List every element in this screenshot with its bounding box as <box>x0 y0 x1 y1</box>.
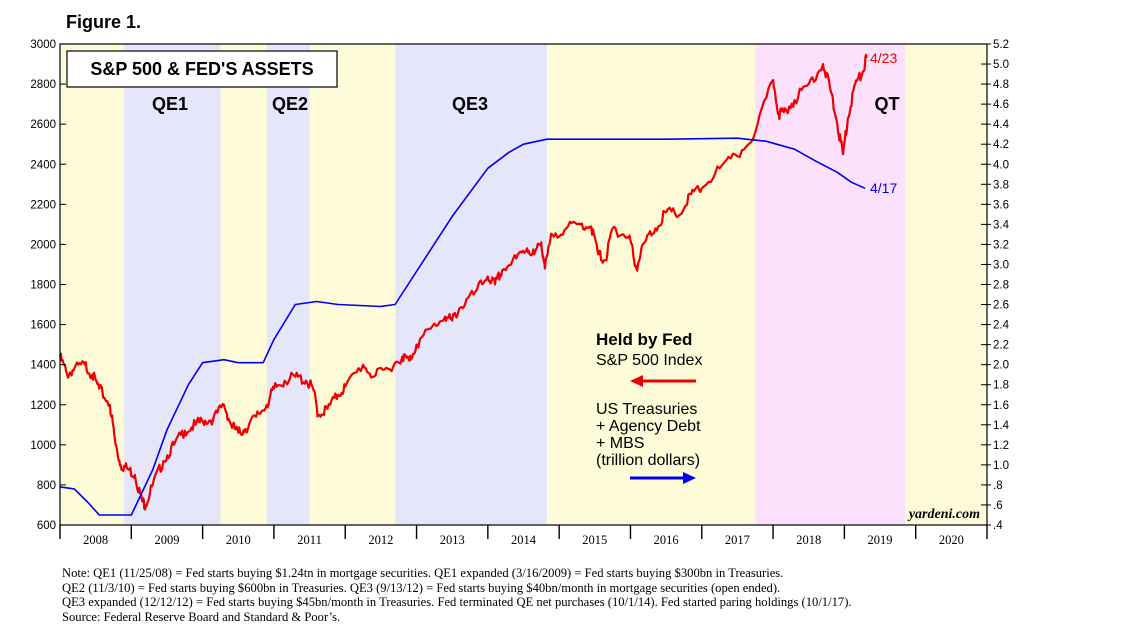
right-tick-label: 1.6 <box>993 400 1009 412</box>
right-tick-label: .6 <box>993 500 1003 512</box>
period-label-qt: QT <box>875 94 900 114</box>
title-box <box>66 50 338 88</box>
legend-blue-arrow <box>630 472 696 484</box>
legend-held-by-fed: Held by Fed <box>596 330 692 349</box>
sp500-line <box>58 53 868 511</box>
x-tick-label: 2017 <box>725 533 750 547</box>
x-tick-label: 2015 <box>582 533 607 547</box>
left-tick-label: 1000 <box>30 440 56 452</box>
legend-sp500: S&P 500 Index <box>596 352 702 369</box>
fed-assets-line <box>59 137 866 516</box>
right-tick-label: .4 <box>993 520 1003 532</box>
legend-fed-line-2: + Agency Debt <box>596 418 701 435</box>
left-tick-label: 2200 <box>30 199 56 211</box>
left-tick-label: 1800 <box>30 280 56 292</box>
source-mark: yardeni.com <box>907 507 980 522</box>
period-label-qe2: QE2 <box>272 94 308 114</box>
right-tick-label: 2.4 <box>993 320 1010 332</box>
figure-label: Figure 1. <box>66 12 142 32</box>
right-tick-label: 4.6 <box>993 99 1009 111</box>
left-tick-label: 2800 <box>30 79 56 91</box>
fed-end-label: 4/17 <box>870 180 897 196</box>
period-band <box>309 44 396 525</box>
right-tick-label: 4.0 <box>993 159 1009 171</box>
x-axis: 2008 2009 2010 2011 2012 2013 2014 2015 2016 2017… <box>59 525 988 547</box>
right-tick-label: 5.0 <box>993 59 1009 71</box>
left-tick-label: 2400 <box>30 159 56 171</box>
x-tick-label: 2012 <box>368 533 393 547</box>
right-tick-label: 1.8 <box>993 380 1009 392</box>
period-band <box>755 44 905 525</box>
right-tick-label: 3.4 <box>993 219 1010 231</box>
right-tick-label: 3.6 <box>993 199 1009 211</box>
right-tick-label: 1.4 <box>993 420 1010 432</box>
note-line: QE2 (11/3/10) = Fed starts buying $600bn… <box>62 580 781 595</box>
left-tick-label: 1600 <box>30 320 56 332</box>
legend-fed-line-4: (trillion dollars) <box>596 452 700 469</box>
x-tick-label: 2016 <box>654 533 679 547</box>
right-tick-label: 5.2 <box>993 39 1009 51</box>
legend-fed-line-1: US Treasuries <box>596 401 697 418</box>
period-label-qe3: QE3 <box>452 94 488 114</box>
right-tick-label: 3.0 <box>993 259 1009 271</box>
period-band <box>60 44 125 525</box>
left-tick-label: 3000 <box>30 39 56 51</box>
period-band <box>547 44 756 525</box>
notes: Note: QE1 (11/25/08) = Fed starts buying… <box>62 566 852 624</box>
period-band <box>904 44 987 525</box>
left-tick-label: 1200 <box>30 400 56 412</box>
right-axis: .4 .6 .8 1.0 1.2 1.4 1.6 1.8 2.0 2.2 2.4 2.6 2.8 3.0 3… <box>981 39 1010 532</box>
note-line: QE3 expanded (12/12/12) = Fed starts buy… <box>62 595 852 610</box>
right-tick-label: 1.0 <box>993 460 1009 472</box>
left-tick-label: 2000 <box>30 239 56 251</box>
chart: 600 800 1000 1200 1400 1600 1800 2000 2200 2400 26… <box>30 39 1010 547</box>
legend-red-arrow <box>630 375 696 387</box>
x-tick-label: 2013 <box>440 533 465 547</box>
x-tick-label: 2010 <box>226 533 251 547</box>
left-axis: 600 800 1000 1200 1400 1600 1800 2000 2200 2400 26… <box>30 39 66 532</box>
period-band <box>395 44 548 525</box>
right-tick-label: 2.8 <box>993 280 1009 292</box>
right-tick-label: .8 <box>993 480 1003 492</box>
period-band <box>124 44 221 525</box>
left-tick-label: 1400 <box>30 360 56 372</box>
series-layer <box>58 53 868 516</box>
period-band <box>220 44 267 525</box>
right-tick-label: 2.6 <box>993 300 1009 312</box>
period-bands <box>60 44 987 525</box>
x-tick-label: 2008 <box>83 533 108 547</box>
x-tick-label: 2014 <box>511 533 537 547</box>
x-tick-label: 2020 <box>939 533 964 547</box>
right-tick-label: 4.8 <box>993 79 1009 91</box>
chart-title: S&P 500 & FED'S ASSETS <box>90 59 313 79</box>
legend-fed-line-3: + MBS <box>596 435 644 452</box>
x-tick-label: 2019 <box>868 533 893 547</box>
right-tick-label: 3.8 <box>993 179 1009 191</box>
x-tick-label: 2018 <box>796 533 821 547</box>
note-line: Source: Federal Reserve Board and Standa… <box>62 609 341 624</box>
x-tick-label: 2009 <box>154 533 179 547</box>
period-band <box>266 44 310 525</box>
sp500-end-label: 4/23 <box>870 50 897 66</box>
period-label-qe1: QE1 <box>152 94 188 114</box>
right-tick-label: 2.0 <box>993 360 1009 372</box>
right-tick-label: 4.4 <box>993 119 1010 131</box>
note-line: Note: QE1 (11/25/08) = Fed starts buying… <box>62 566 784 580</box>
left-tick-label: 600 <box>37 520 56 532</box>
left-tick-label: 2600 <box>30 119 56 131</box>
x-tick-label: 2011 <box>297 533 322 547</box>
left-tick-label: 800 <box>37 480 56 492</box>
right-tick-label: 3.2 <box>993 239 1009 251</box>
right-tick-label: 1.2 <box>993 440 1009 452</box>
right-tick-label: 4.2 <box>993 139 1009 151</box>
right-tick-label: 2.2 <box>993 340 1009 352</box>
